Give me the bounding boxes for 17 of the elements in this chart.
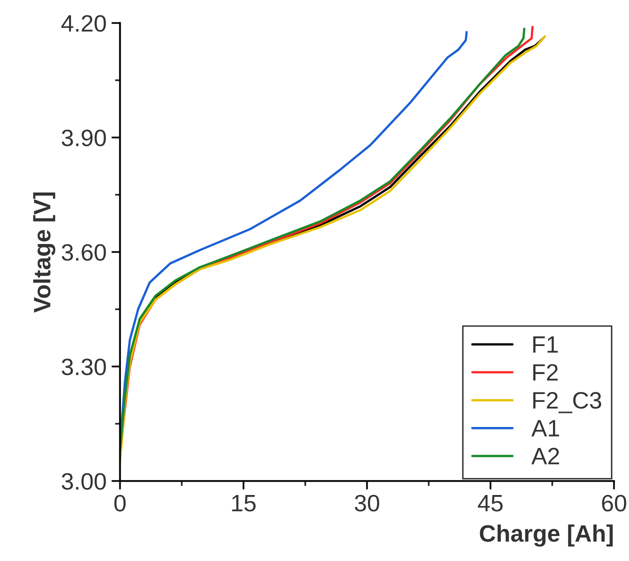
y-tick-label: 3.00 — [62, 473, 106, 490]
legend-label: A2 — [531, 448, 560, 464]
y-axis-title: Voltage [V] — [33, 192, 56, 313]
x-axis-title: Charge [Ah] — [480, 524, 613, 547]
x-tick-label: 15 — [232, 495, 256, 512]
legend-label: F2 — [533, 364, 558, 381]
x-tick-label: 45 — [478, 495, 503, 512]
x-tick-label: 60 — [602, 494, 626, 512]
y-tick-label: 3.90 — [62, 130, 106, 146]
legend-label: F1 — [533, 336, 558, 353]
y-tick-label: 3.30 — [62, 358, 106, 376]
legend-label: A1 — [531, 420, 560, 436]
y-tick-label: 4.20 — [61, 15, 106, 32]
legend-label: F2_C3 — [533, 392, 602, 414]
x-tick-label: 0 — [114, 494, 126, 512]
x-tick-label: 30 — [354, 494, 380, 512]
y-tick-label: 3.60 — [62, 244, 106, 261]
